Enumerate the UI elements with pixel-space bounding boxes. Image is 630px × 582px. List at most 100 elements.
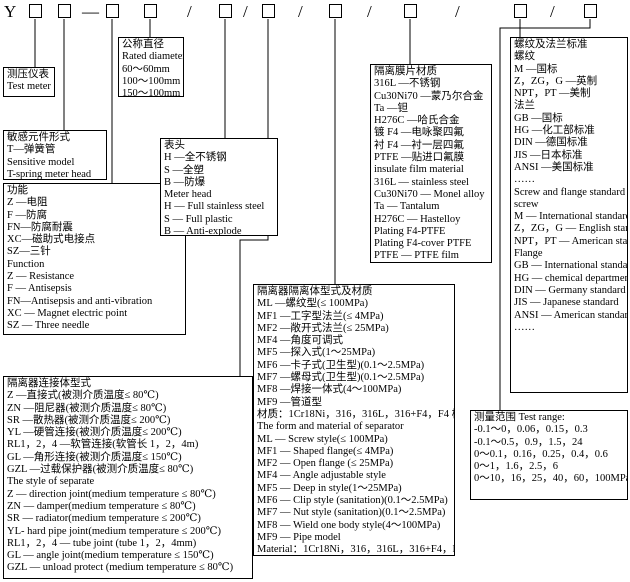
section-line: ML — Screw style(≤ 100MPa) — [257, 433, 388, 445]
section-line: 螺纹及法兰标准 — [514, 39, 588, 50]
section-line: JIS —日本标准 — [514, 149, 583, 161]
section-line: 镀 F4 —电咏聚四氟 — [374, 127, 464, 139]
section-box: 测压仪表 Test meter — [3, 67, 55, 97]
code-box — [143, 4, 157, 18]
section-line: GZL — unload protect (medium temperature… — [7, 562, 234, 574]
section-line: PTFE —贴进口氟膜 — [374, 152, 465, 164]
section-line: RL1，2，4 —软管连接(软管长 1，2，4m) — [7, 439, 199, 451]
section-line: YL- hard pipe joint(medium temperature ≤… — [7, 525, 222, 537]
section-box: 测量范围 Test range: -0.1～0，0.06，0.15，0.3 -0.1… — [470, 410, 628, 500]
section-line: 功能 — [7, 185, 28, 196]
code-symbol: / — [367, 2, 372, 21]
section-line: 螺纹 — [514, 51, 535, 63]
section-line: MF7 — Nut style (sanitation)(0.1～2.5MPa) — [257, 507, 446, 519]
section-line: Sensitive model — [7, 156, 75, 168]
code-box — [218, 4, 232, 18]
section-line: Z，ZG，G —英制 — [514, 75, 598, 87]
section-line: PTFE — PTFE film — [374, 250, 459, 262]
section-line: MF7 —螺母式(卫生型)(0.1～2.5MPa) — [257, 372, 425, 384]
section-line: GB —国标 — [514, 112, 563, 124]
section-line: SZ — Three needle — [7, 320, 90, 332]
section-line: MF6 —卡子式(卫生型)(0.1～2.5MPa) — [257, 359, 425, 371]
section-line: Test meter — [7, 81, 51, 93]
code-symbol: — — [82, 2, 99, 21]
code-box — [328, 4, 342, 18]
section-line: MF1 — Shaped flange(≤ 4MPa) — [257, 445, 394, 457]
section-line: GB — International standard — [514, 260, 628, 272]
section-box: 表头 H —全不锈钢 S —全塑 B —防爆 Meter head H — Full st… — [160, 138, 278, 236]
section-line: MF1 —工字型法兰(≤ 4MPa) — [257, 310, 384, 322]
code-box — [403, 4, 417, 18]
section-line: screw — [514, 198, 539, 210]
section-line: ANSI — American standard — [514, 309, 628, 321]
section-line: MF5 — Deep in style(1～25MPa) — [257, 482, 402, 494]
code-box — [105, 4, 119, 18]
section-box: 隔离膜片材质 316L —不锈钢 Cu30Ni70 —蒙乃尔合金 Ta —钽 H276C… — [370, 64, 492, 263]
section-line: F — Antisepsis — [7, 283, 72, 295]
section-line: Cu30Ni70 — Monel alloy — [374, 188, 485, 200]
section-line: NPT，PT — American standard — [514, 235, 628, 247]
section-line: B — Anti-explode — [164, 226, 242, 236]
code-box — [583, 4, 597, 18]
section-line: MF9 —管道型 — [257, 396, 323, 408]
section-line: Meter head — [164, 189, 212, 201]
code-symbol: / — [243, 2, 248, 21]
section-line: ZN — damper(medium temperature ≤ 80℃) — [7, 500, 196, 512]
section-line: 隔离膜片材质 — [374, 66, 437, 77]
section-line: Z — direction joint(medium temperature ≤… — [7, 488, 216, 500]
section-line: MF8 — Wield one body style(4～100MPa) — [257, 519, 441, 531]
section-line: GL — angle joint(medium temperature ≤ 15… — [7, 550, 214, 562]
section-line: DIN — Germany standard — [514, 284, 626, 296]
section-line: 测压仪表 — [7, 69, 49, 80]
section-line: DIN —德国标准 — [514, 137, 588, 149]
section-box: 螺纹及法兰标准 螺纹 M —国标 Z，ZG，G —英制 NPT，PT —美制 法兰 GB —… — [510, 37, 628, 393]
code-symbol: / — [550, 2, 555, 21]
section-line: …… — [514, 174, 535, 186]
section-line: Z，ZG，G — English standard — [514, 223, 627, 235]
section-line: 隔离器连接体型式 — [7, 378, 91, 389]
section-line: MF6 — Clip style (sanitation)(0.1～2.5MPa… — [257, 495, 448, 507]
section-line: H — Full stainless steel — [164, 201, 265, 213]
section-line: B —防爆 — [164, 176, 206, 188]
section-line: H276C — Hastelloy — [374, 213, 461, 225]
section-line: ZN —阻尼器(被测介质温度≤ 80℃) — [7, 402, 167, 414]
section-box: 功能 Z —电阻 F —防腐 FN—防腐耐震 XC—磁助式电接点 SZ—三针 Functio… — [3, 183, 186, 335]
section-box: 隔离器隔离体型式及材质 ML —螺纹型(≤ 100MPa) MF1 —工字型法兰(≤… — [253, 284, 455, 556]
section-line: 60～60mm — [122, 63, 170, 75]
code-box — [513, 4, 527, 18]
section-line: Z —电阻 — [7, 197, 48, 209]
section-line: GL —角形连接(被测介质温度≤ 150℃) — [7, 451, 182, 463]
section-line: SZ—三针 — [7, 246, 51, 258]
section-line: GZL —过载保护器(被测介质温度≤ 80℃) — [7, 464, 194, 476]
section-line: 衬 F4 —衬一层四氟 — [374, 139, 464, 151]
section-line: MF4 — Angle adjustable style — [257, 470, 386, 482]
section-line: F —防腐 — [7, 209, 47, 221]
section-line: …… — [514, 321, 535, 333]
section-line: Cu30Ni70 —蒙乃尔合金 — [374, 90, 484, 102]
section-line: S —全塑 — [164, 164, 204, 176]
section-line: MF5 —探入式(1～25MPa) — [257, 347, 376, 359]
section-line: Z — Resistance — [7, 271, 75, 283]
section-line: H276C —哈氏合金 — [374, 115, 460, 127]
section-line: SR — radiator(medium temperature ≤ 200℃) — [7, 513, 201, 525]
section-line: Plating F4-PTFE — [374, 225, 446, 237]
section-line: Rated diameter — [122, 51, 184, 63]
section-line: 测量范围 Test range: — [474, 412, 565, 423]
section-line: M —国标 — [514, 63, 558, 75]
section-line: Flange — [514, 248, 543, 260]
section-line: T—弹簧管 — [7, 144, 56, 156]
section-line: 0～10，16，25，40，60，100MPa — [474, 473, 628, 485]
section-line: 316L —不锈钢 — [374, 78, 441, 90]
section-line: S — Full plastic — [164, 213, 233, 225]
section-line: YL —硬管连接(被测介质温度≤ 200℃) — [7, 427, 182, 439]
connector — [499, 19, 591, 410]
section-line: Ta — Tantalum — [374, 201, 440, 213]
section-line: MF9 — Pipe model — [257, 531, 341, 543]
section-line: 表头 — [164, 140, 185, 151]
section-line: -0.1～0.5，0.9，1.5，24 — [474, 436, 583, 448]
section-line: -0.1～0，0.06，0.15，0.3 — [474, 424, 588, 436]
section-line: MF4 —角度可调式 — [257, 335, 344, 347]
section-line: Material：1Cr18Ni，316，316L，316+F4，F4 pole — [257, 544, 455, 556]
section-line: 316L — stainless steel — [374, 176, 469, 188]
